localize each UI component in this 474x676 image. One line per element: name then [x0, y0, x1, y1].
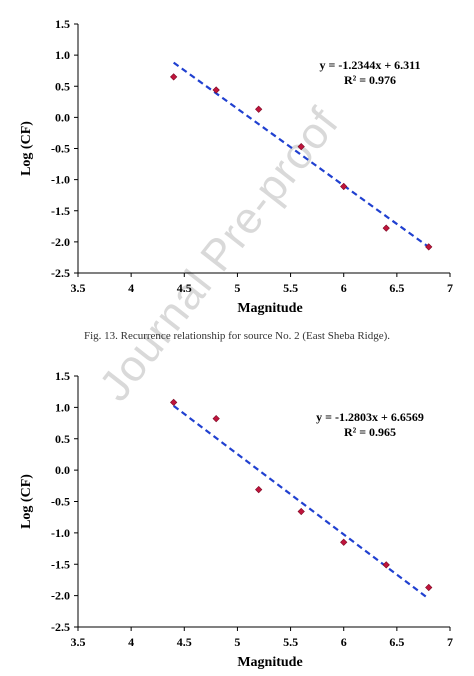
y-tick-label: -1.0 [51, 173, 70, 187]
data-point [212, 86, 220, 94]
y-axis-title: Log (CF) [19, 474, 34, 529]
x-tick-label: 3.5 [71, 635, 86, 649]
y-tick-label: -0.5 [51, 142, 70, 156]
y-tick-label: 0.0 [55, 463, 70, 477]
x-tick-label: 7 [447, 635, 453, 649]
x-tick-label: 5 [234, 281, 240, 295]
r-squared: R² = 0.965 [344, 425, 396, 439]
data-point [382, 561, 390, 569]
chart-2: 1.5 1.0 0.5 0.0 -0.5 -1.0 -1.5 -2.0 -2.53.5 4 4.5 5… [19, 369, 453, 670]
data-point [340, 538, 348, 546]
fit-equation: y = -1.2803x + 6.6569 [316, 410, 424, 424]
r-squared: R² = 0.976 [344, 73, 396, 87]
chart-1: 1.5 1.0 0.5 0.0 -0.5 -1.0 -1.5 -2.0 -2.53.5 4 4.5 5… [19, 17, 453, 316]
fit-equation: y = -1.2344x + 6.311 [319, 58, 420, 72]
y-tick-label: 1.5 [55, 17, 70, 31]
y-tick-label: 0.5 [55, 432, 70, 446]
data-point [170, 398, 178, 406]
data-point [382, 224, 390, 232]
x-tick-label: 6 [341, 635, 347, 649]
trendline [173, 61, 430, 248]
x-tick-label: 6.5 [389, 281, 404, 295]
data-point [340, 182, 348, 191]
y-tick-label: -2.0 [51, 589, 70, 603]
y-tick-label: -2.5 [51, 620, 70, 634]
figure-caption: Fig. 13. Recurrence relationship for sou… [83, 330, 391, 342]
y-tick-label: -1.0 [51, 526, 70, 540]
x-tick-label: 4.5 [177, 635, 192, 649]
x-tick-label: 5.5 [283, 635, 298, 649]
y-tick-label: 0.0 [55, 110, 70, 124]
x-tick-label: 6 [341, 281, 347, 295]
data-point [255, 105, 263, 113]
x-tick-label: 5.5 [283, 281, 298, 295]
x-tick-label: 4 [128, 281, 134, 295]
data-point [425, 583, 433, 592]
y-tick-label: -2.0 [51, 235, 70, 249]
x-tick-label: 6.5 [389, 635, 404, 649]
x-tick-label: 3.5 [71, 281, 86, 295]
y-tick-label: 1.5 [55, 369, 70, 383]
data-point [255, 485, 263, 494]
data-point [297, 143, 305, 151]
y-axis-title: Log (CF) [19, 121, 34, 176]
y-tick-label: 1.0 [55, 400, 70, 414]
x-tick-label: 5 [234, 635, 240, 649]
x-axis-title: Magnitude [237, 301, 302, 316]
x-tick-label: 4 [128, 635, 134, 649]
trendline [172, 405, 430, 600]
data-point [170, 73, 178, 81]
y-tick-label: 0.5 [55, 79, 70, 93]
y-tick-label: -1.5 [51, 557, 70, 571]
data-point [212, 415, 220, 423]
x-tick-label: 4.5 [177, 281, 192, 295]
y-tick-label: -0.5 [51, 495, 70, 509]
y-tick-label: -1.5 [51, 204, 70, 218]
x-axis-title: Magnitude [237, 655, 302, 670]
data-point [297, 507, 305, 516]
x-tick-label: 7 [447, 281, 453, 295]
y-tick-label: 1.0 [55, 48, 70, 62]
y-tick-label: -2.5 [51, 266, 70, 280]
data-point [425, 243, 433, 251]
